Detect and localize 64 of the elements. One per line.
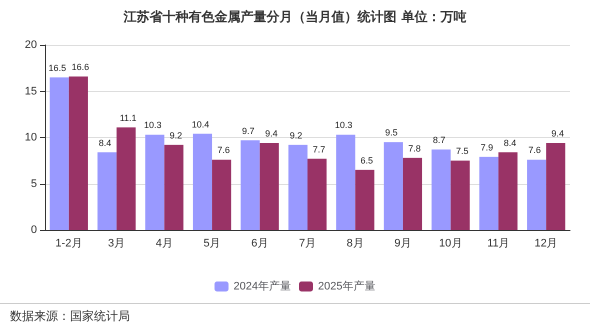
bar [288, 144, 308, 230]
bar [240, 140, 260, 230]
bar [527, 160, 546, 230]
bar [145, 134, 164, 230]
bar [479, 156, 498, 230]
x-tick-label: 8月 [346, 238, 364, 250]
bar [164, 144, 184, 230]
bar [192, 134, 212, 230]
bar [450, 160, 470, 230]
x-tick-label: 3月 [108, 238, 126, 250]
bar [212, 160, 232, 230]
data-label: 7.7 [312, 144, 326, 154]
x-tick-label: 9月 [394, 238, 412, 250]
data-label: 9.5 [385, 128, 398, 138]
bar [402, 158, 422, 230]
x-tick-label: 12月 [534, 238, 558, 250]
chart-title: 江苏省十种有色金属产量分月（当月值）统计图 单位：万吨 [122, 9, 466, 25]
data-label: 6.5 [360, 155, 374, 166]
y-tick-label: 10 [24, 132, 37, 144]
data-label: 16.5 [48, 62, 66, 73]
data-label: 16.6 [72, 62, 90, 72]
data-label: 11.1 [120, 112, 137, 123]
y-tick-label: 15 [24, 85, 37, 98]
bar [50, 77, 69, 230]
data-label: 9.4 [551, 128, 564, 139]
y-tick-label: 0 [30, 224, 37, 236]
legend-label: 2024年产量 [234, 280, 292, 292]
data-label: 9.2 [290, 130, 302, 140]
data-label: 8.7 [432, 135, 446, 146]
data-label: 10.3 [144, 120, 162, 130]
bar [116, 127, 136, 230]
bar [308, 158, 327, 230]
bar [68, 76, 88, 230]
data-label: 9.7 [242, 126, 254, 136]
x-tick-label: 6月 [251, 238, 268, 250]
y-tick-label: 20 [24, 39, 37, 51]
data-label: 7.6 [528, 145, 541, 156]
bar [336, 134, 356, 230]
data-label: 9.4 [265, 128, 278, 139]
bar [260, 143, 279, 230]
data-label: 9.2 [170, 130, 182, 140]
x-tick-label: 4月 [156, 238, 173, 250]
bar [546, 143, 566, 230]
bar [355, 170, 374, 230]
y-tick-label: 5 [30, 178, 37, 190]
data-label: 10.4 [192, 119, 210, 130]
x-tick-label: 1-2月 [55, 238, 82, 250]
source-note: 数据来源：国家统计局 [10, 308, 130, 325]
x-tick-label: 7月 [298, 238, 316, 250]
x-tick-label: 11月 [487, 238, 510, 250]
data-label: 7.6 [217, 145, 230, 156]
x-tick-label: 5月 [203, 238, 221, 250]
data-label: 8.4 [504, 138, 516, 148]
bar [498, 152, 518, 230]
data-label: 7.8 [408, 143, 421, 154]
bar [384, 142, 403, 230]
x-tick-label: 10月 [439, 238, 462, 250]
data-label: 7.5 [456, 146, 468, 156]
data-label: 10.3 [334, 120, 352, 130]
bar [98, 152, 117, 230]
legend-label: 2025年产量 [318, 280, 376, 292]
bar [432, 150, 451, 230]
data-label: 7.9 [480, 142, 494, 152]
data-label: 8.4 [98, 138, 112, 148]
